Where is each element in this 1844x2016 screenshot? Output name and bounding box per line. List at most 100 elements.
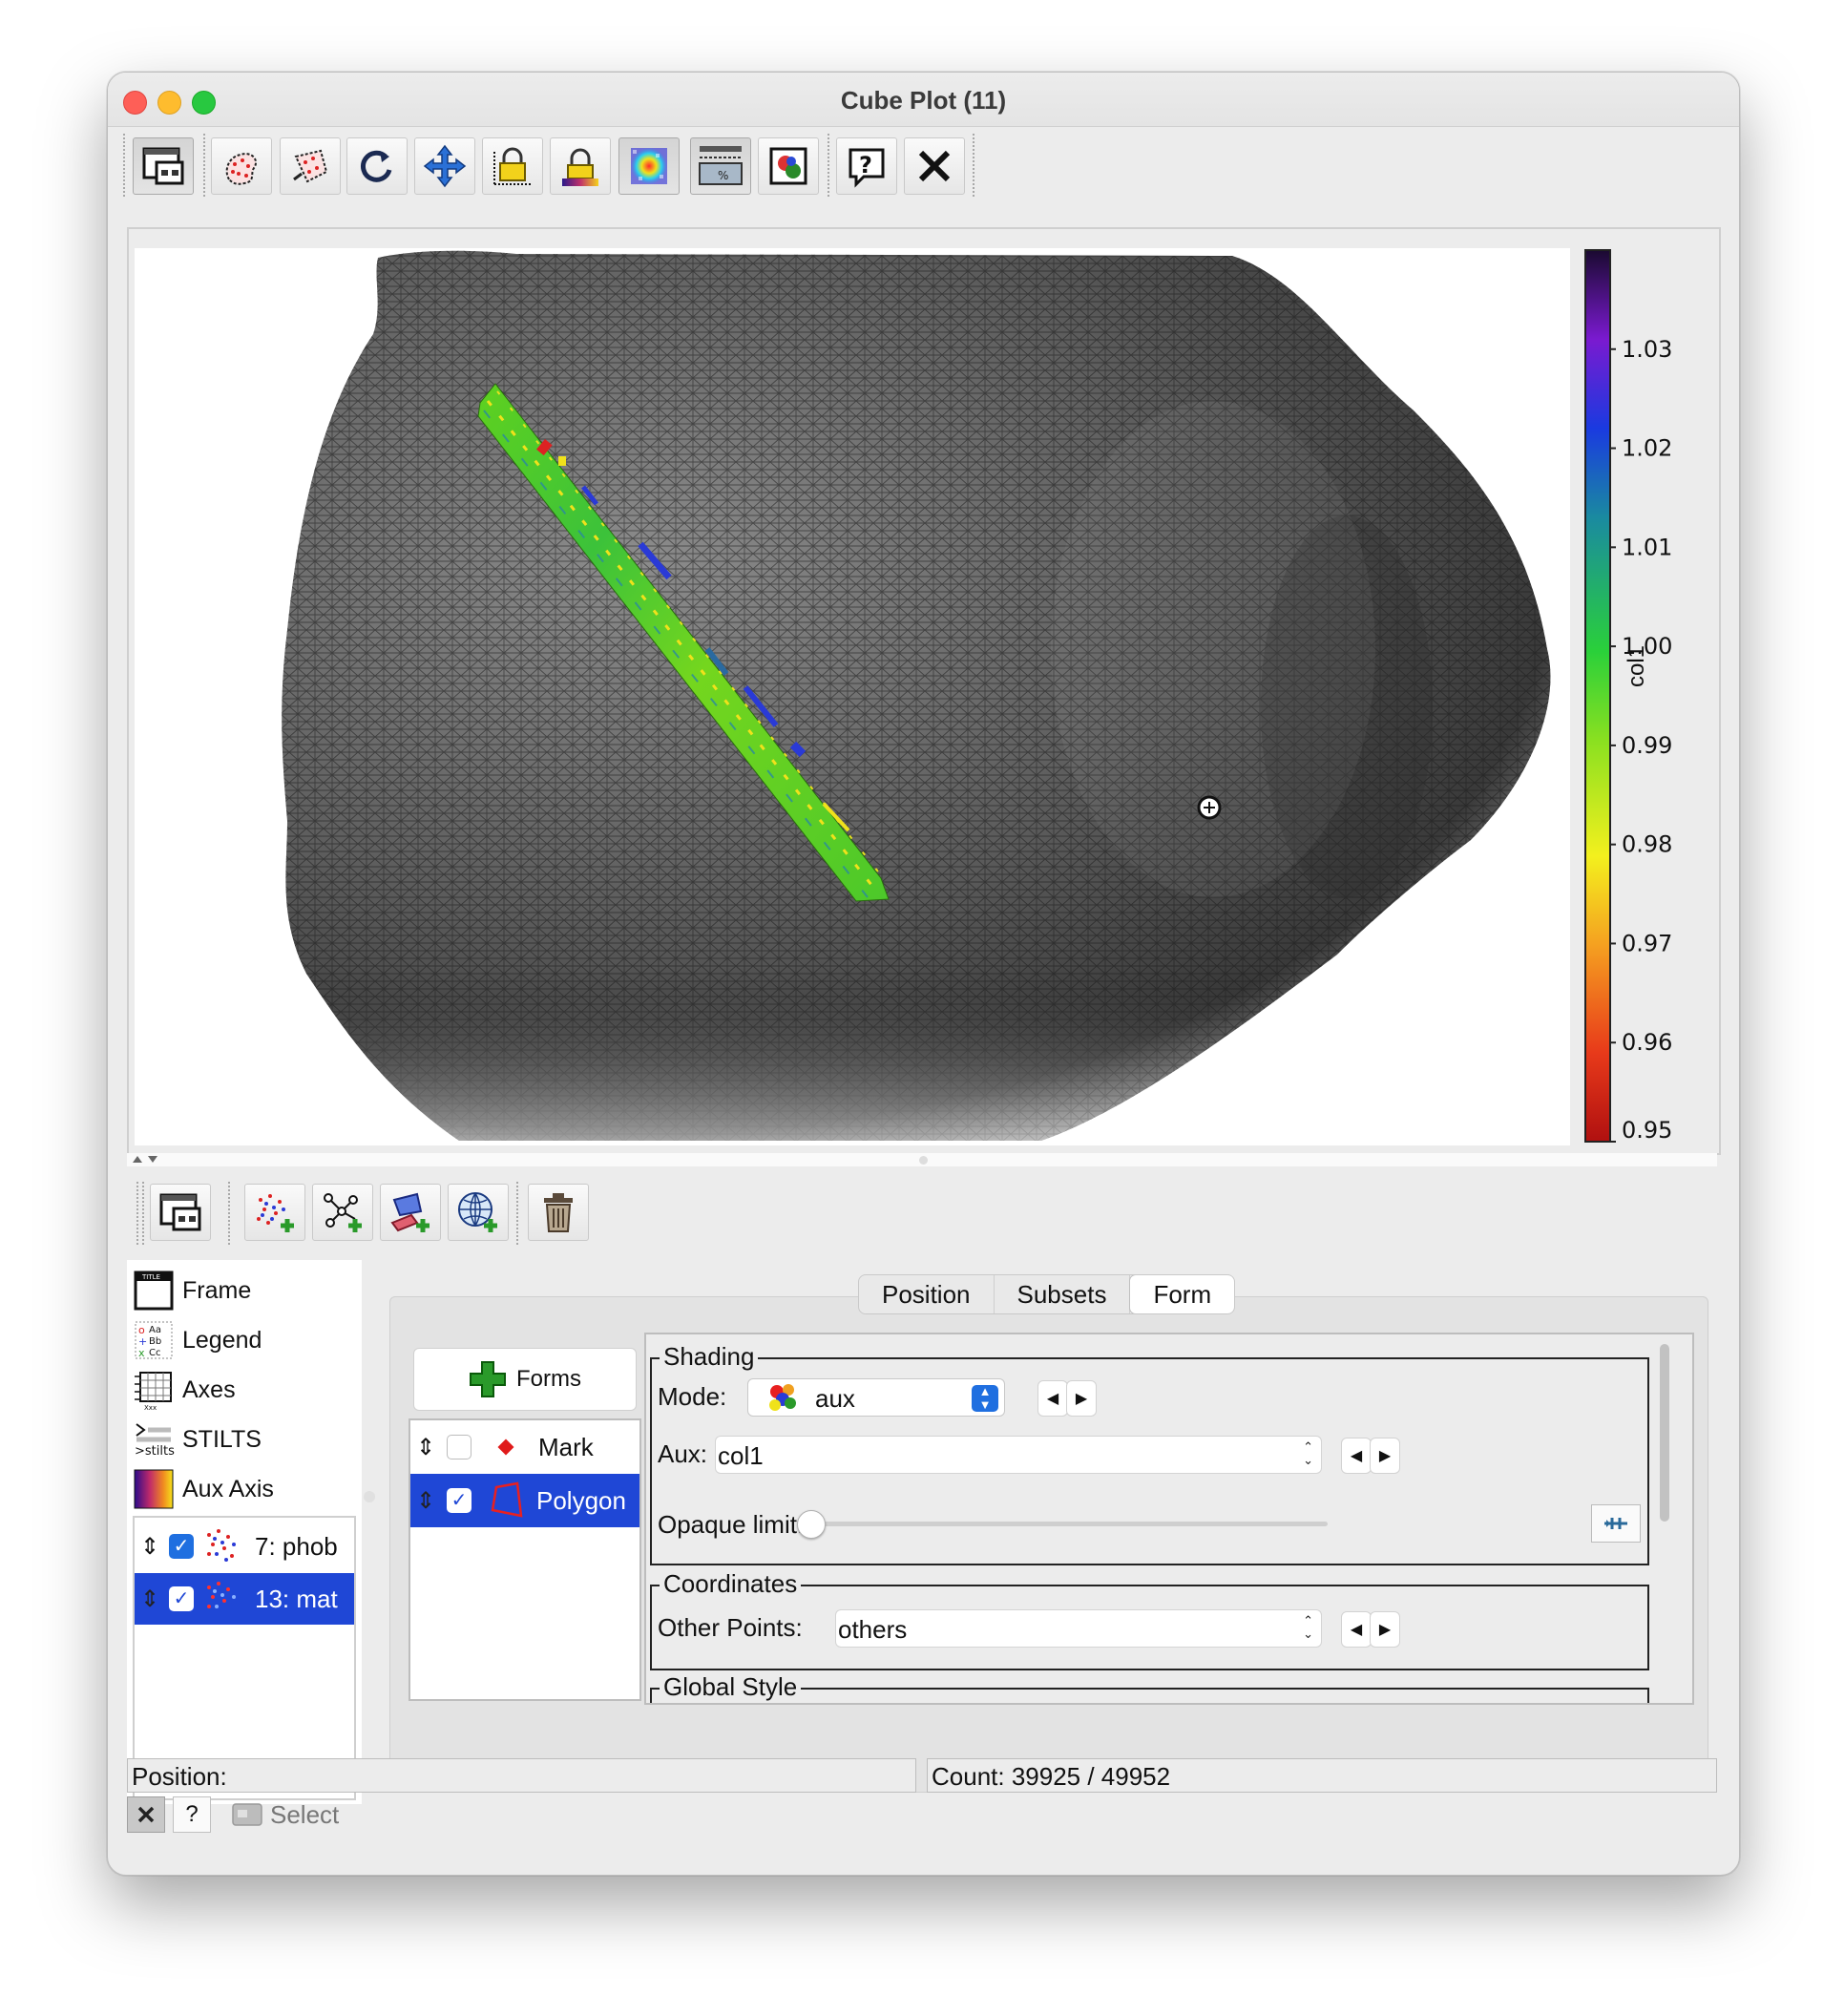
- lock-axes-icon: [493, 147, 531, 185]
- aux-value: col1: [718, 1441, 764, 1470]
- other-points-select[interactable]: others ⌃ ⌄: [835, 1609, 1322, 1648]
- list-resize-grip[interactable]: [364, 1491, 375, 1502]
- mode-next-button[interactable]: ▶: [1066, 1380, 1097, 1417]
- right-arrow-icon: ▶: [1378, 1448, 1392, 1464]
- float-controls-button[interactable]: [150, 1184, 211, 1241]
- help-button[interactable]: ?: [836, 137, 897, 195]
- window-zoom-button[interactable]: [192, 91, 216, 115]
- shading-legend: Shading: [660, 1342, 759, 1372]
- aux-shading-icon: [769, 1384, 796, 1411]
- control-aux-axis[interactable]: Aux Axis: [133, 1466, 350, 1512]
- add-pair-layer-icon: [324, 1193, 362, 1232]
- add-sky-layer-icon: [458, 1192, 497, 1232]
- add-area-layer-button[interactable]: [380, 1184, 441, 1241]
- control-aux-axis-label: Aux Axis: [182, 1475, 274, 1502]
- image-export-button[interactable]: [758, 137, 819, 195]
- window-title: Cube Plot (11): [840, 86, 1007, 115]
- export-icon: %: [699, 146, 743, 185]
- tab-position[interactable]: Position: [859, 1275, 995, 1313]
- layer-item-selected[interactable]: ⇕ ✓ 13: mat: [135, 1573, 354, 1625]
- other-points-next-button[interactable]: ▶: [1370, 1611, 1400, 1648]
- navigation-button[interactable]: [414, 137, 475, 195]
- data-stripe: [477, 383, 890, 902]
- control-legend-label: Legend: [182, 1326, 262, 1354]
- svg-text:%: %: [718, 169, 728, 182]
- opaque-limit-slider-track[interactable]: [805, 1522, 1328, 1526]
- right-arrow-icon: ▶: [1075, 1391, 1088, 1407]
- split-grip[interactable]: [919, 1156, 928, 1165]
- delete-layer-button[interactable]: [528, 1184, 589, 1241]
- other-points-value: others: [838, 1615, 908, 1644]
- drag-handle-icon[interactable]: ⇕: [416, 1487, 436, 1514]
- control-legend[interactable]: o Aa + Bb x Cc Legend: [133, 1317, 350, 1363]
- control-axes[interactable]: Xxx Axes: [133, 1367, 350, 1413]
- layer-item[interactable]: ⇕ ✓ 7: phob: [135, 1522, 354, 1571]
- svg-text:Bb: Bb: [149, 1336, 161, 1347]
- polygon-subset-button[interactable]: [280, 137, 341, 195]
- export-button[interactable]: %: [690, 137, 751, 195]
- form-checkbox[interactable]: ✓: [447, 1488, 471, 1513]
- cancel-button[interactable]: [127, 1796, 165, 1833]
- coordinates-fieldset: Coordinates Other Points: others ⌃ ⌄ ◀ ▶: [650, 1569, 1649, 1670]
- mode-select[interactable]: aux ▲ ▼: [747, 1378, 1005, 1417]
- layer-checkbox[interactable]: ✓: [169, 1586, 194, 1611]
- colorbar-tick-label: 0.96: [1622, 1029, 1672, 1056]
- up-down-icon: ⌃ ⌄: [1303, 1439, 1313, 1467]
- aux-next-button[interactable]: ▶: [1370, 1438, 1400, 1474]
- close-plot-button[interactable]: [904, 137, 965, 195]
- vertical-scrollbar[interactable]: [1658, 1340, 1671, 1699]
- tab-form[interactable]: Form: [1130, 1275, 1235, 1313]
- tab-subsets[interactable]: Subsets: [995, 1275, 1131, 1313]
- cube-plot-canvas[interactable]: [135, 248, 1570, 1145]
- axes-icon: Xxx: [135, 1372, 172, 1411]
- form-item-polygon[interactable]: ⇕ ✓ Polygon: [410, 1474, 639, 1527]
- up-down-icon: ⌃ ⌄: [1303, 1613, 1313, 1641]
- sketch-button[interactable]: [618, 137, 680, 195]
- layer-checkbox[interactable]: ✓: [169, 1534, 194, 1559]
- add-position-layer-icon: [257, 1194, 294, 1232]
- split-pane-divider[interactable]: [127, 1153, 1717, 1166]
- lock-aux-button[interactable]: [550, 137, 611, 195]
- form-list: [409, 1418, 641, 1701]
- form-checkbox[interactable]: [447, 1435, 471, 1460]
- opaque-limit-reset-button[interactable]: [1591, 1504, 1641, 1543]
- blob-subset-button[interactable]: [211, 137, 272, 195]
- window-close-button[interactable]: [123, 91, 147, 115]
- add-area-layer-icon: [390, 1192, 430, 1232]
- opaque-limit-slider-thumb[interactable]: [797, 1510, 826, 1539]
- svg-text:Cc: Cc: [149, 1348, 160, 1358]
- add-sky-layer-button[interactable]: [448, 1184, 509, 1241]
- control-frame[interactable]: TITLE Frame: [133, 1268, 350, 1313]
- drag-handle-icon[interactable]: ⇕: [416, 1434, 436, 1460]
- split-arrows-icon[interactable]: [131, 1153, 169, 1166]
- add-form-button[interactable]: Forms: [413, 1348, 637, 1411]
- plot-window-button[interactable]: [133, 137, 194, 195]
- replot-button[interactable]: [346, 137, 408, 195]
- position-label: Position:: [132, 1762, 227, 1791]
- layer-label: 7: phob: [255, 1531, 338, 1561]
- add-position-layer-button[interactable]: [244, 1184, 305, 1241]
- form-settings: Shading Mode: aux ▲ ▼ ◀ ▶ Aux: col1 ⌃ ⌄ ◀ …: [644, 1333, 1694, 1705]
- cube-plot-window: Cube Plot (11): [107, 72, 1740, 1876]
- mode-prev-button[interactable]: ◀: [1037, 1380, 1068, 1417]
- add-pair-layer-button[interactable]: [312, 1184, 373, 1241]
- drag-handle-icon[interactable]: ⇕: [140, 1533, 160, 1560]
- close-icon: [918, 150, 951, 182]
- plot-panel: 1.03 1.02 1.01 1.00 0.99 0.98 0.97 0.96 0.95 col…: [127, 227, 1721, 1155]
- window-minimize-button[interactable]: [157, 91, 181, 115]
- scrollbar-thumb[interactable]: [1660, 1344, 1669, 1522]
- colorbar-tick-label: 0.98: [1622, 831, 1672, 858]
- pointer-cursor: [1197, 795, 1222, 820]
- plot-area[interactable]: [135, 248, 1570, 1145]
- status-help-button[interactable]: ?: [173, 1796, 211, 1833]
- drag-handle-icon[interactable]: ⇕: [140, 1586, 160, 1612]
- select-mode: Select: [232, 1798, 339, 1831]
- lock-axes-button[interactable]: [482, 137, 543, 195]
- aux-select[interactable]: col1 ⌃ ⌄: [715, 1436, 1322, 1474]
- shading-fieldset: Shading Mode: aux ▲ ▼ ◀ ▶ Aux: col1 ⌃ ⌄ ◀ …: [650, 1342, 1649, 1565]
- aux-prev-button[interactable]: ◀: [1341, 1438, 1372, 1474]
- control-stilts[interactable]: >stilts STILTS: [133, 1417, 350, 1462]
- colorbar-label: col1: [1624, 644, 1649, 687]
- other-points-prev-button[interactable]: ◀: [1341, 1611, 1372, 1648]
- form-item-mark[interactable]: ⇕ Mark: [410, 1422, 639, 1472]
